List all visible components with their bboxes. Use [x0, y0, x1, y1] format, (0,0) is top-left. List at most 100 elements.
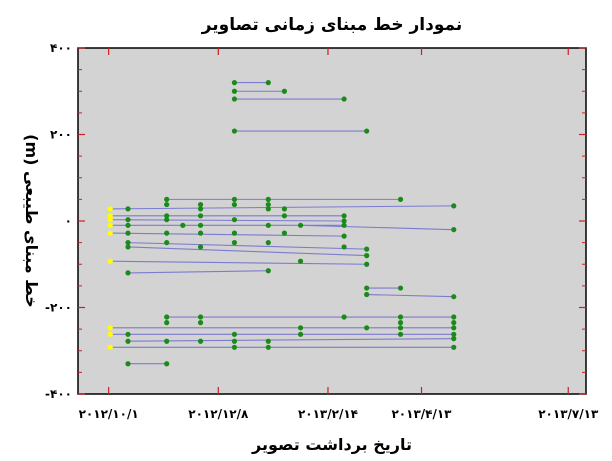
y-tick-label: ۴۰۰: [50, 41, 72, 55]
slave-image-point: [281, 88, 288, 94]
slave-image-point: [281, 230, 288, 236]
slave-image-point: [265, 201, 271, 208]
master-image-point: [107, 325, 113, 331]
slave-image-point: [125, 361, 131, 367]
slave-image-point: [451, 325, 457, 331]
slave-image-point: [197, 206, 204, 212]
y-tick-label: ۲۰۰: [50, 128, 72, 142]
slave-image-point: [231, 96, 238, 102]
baseline-connection-line: [110, 232, 345, 237]
x-tick-label: ۲۰۱۲/۱۲/۸: [188, 407, 249, 421]
x-tick-label: ۲۰۱۳/۴/۱۳: [391, 407, 452, 421]
slave-image-point: [451, 314, 457, 320]
x-axis-title: تاریخ برداشت تصویر: [251, 435, 412, 454]
x-tick-label: ۲۰۱۳/۲/۱۴: [298, 407, 358, 421]
baseline-connection-line: [110, 260, 367, 265]
baseline-connection-line: [110, 219, 345, 222]
slave-image-point: [297, 222, 304, 228]
slave-image-point: [451, 331, 457, 337]
slave-image-point: [164, 196, 170, 202]
slave-image-point: [164, 230, 170, 236]
baseline-connection-line: [127, 246, 367, 257]
slave-image-point: [397, 196, 404, 202]
slave-image-point: [265, 206, 271, 212]
slave-image-point: [231, 88, 238, 94]
slave-image-point: [197, 222, 204, 228]
slave-image-point: [164, 361, 170, 367]
slave-image-point: [164, 240, 170, 246]
slave-image-point: [197, 314, 204, 320]
slave-image-point: [265, 196, 271, 202]
slave-image-point: [265, 80, 271, 86]
slave-image-point: [451, 203, 457, 209]
slave-image-point: [125, 230, 131, 236]
slave-image-point: [125, 217, 131, 223]
slave-image-point: [180, 222, 186, 228]
master-image-point: [107, 222, 113, 228]
master-image-point: [107, 344, 113, 350]
master-image-point: [107, 230, 113, 236]
master-image-point: [107, 258, 113, 264]
slave-image-point: [231, 331, 238, 337]
slave-image-point: [265, 268, 271, 274]
slave-image-point: [231, 201, 238, 208]
slave-image-point: [281, 206, 288, 212]
slave-image-point: [341, 222, 347, 228]
slave-image-point: [364, 325, 370, 331]
slave-image-point: [397, 320, 404, 326]
slave-image-point: [164, 213, 170, 219]
slave-image-point: [197, 201, 204, 208]
chart-title: نمودار خط مبنای زمانی تصاویر: [201, 15, 463, 35]
baseline-connection-line: [366, 293, 454, 298]
slave-image-point: [364, 128, 370, 134]
slave-image-point: [231, 217, 238, 223]
slave-image-point: [364, 253, 370, 259]
baseline-connection-line: [300, 224, 454, 231]
slave-image-point: [364, 291, 370, 298]
slave-image-point: [197, 230, 204, 236]
slave-image-point: [364, 261, 370, 267]
slave-image-point: [125, 338, 131, 344]
slave-image-point: [125, 244, 131, 250]
slave-image-point: [231, 240, 238, 246]
slave-image-point: [125, 270, 131, 276]
plot-content: [107, 80, 457, 367]
slave-image-point: [451, 336, 457, 342]
master-image-point: [107, 206, 113, 212]
master-image-point: [107, 217, 113, 223]
baseline-connection-line: [127, 270, 269, 274]
slave-image-point: [197, 320, 204, 326]
slave-image-point: [164, 217, 170, 223]
slave-image-point: [231, 128, 238, 134]
master-image-point: [107, 213, 113, 219]
slave-image-point: [231, 338, 238, 344]
slave-image-point: [451, 227, 457, 233]
slave-image-point: [397, 325, 404, 331]
x-tick-label: ۲۰۱۲/۱۰/۱: [79, 407, 139, 421]
slave-image-point: [231, 344, 238, 350]
y-tick-label: ۰: [65, 214, 72, 228]
slave-image-point: [341, 314, 347, 320]
x-tick-label: ۲۰۱۳/۷/۱۳: [538, 407, 599, 421]
slave-image-point: [451, 344, 457, 350]
axis-ticks: ۲۰۱۲/۱۰/۱ ۲۰۱۲/۱۲/۸ ۲۰۱۳/۲/۱۴ ۲۰۱۳/۴/۱۳ ۲۰۱۳…: [45, 41, 599, 421]
slave-image-point: [125, 222, 131, 228]
slave-image-point: [265, 344, 271, 350]
y-axis-title: خط مبنای طیبعی (m): [22, 134, 41, 308]
slave-image-point: [265, 222, 271, 228]
slave-image-point: [164, 320, 170, 326]
slave-image-point: [231, 80, 238, 86]
baseline-connection-line: [110, 205, 454, 210]
slave-image-point: [297, 331, 304, 337]
slave-image-point: [231, 230, 238, 236]
slave-image-point: [231, 196, 238, 202]
slave-image-point: [265, 338, 271, 344]
slave-image-point: [164, 338, 170, 344]
slave-image-point: [364, 246, 370, 252]
slave-image-point: [265, 240, 271, 246]
slave-image-point: [397, 331, 404, 337]
slave-image-point: [197, 338, 204, 344]
y-tick-label: -۲۰۰: [45, 301, 72, 315]
slave-image-point: [297, 325, 304, 331]
